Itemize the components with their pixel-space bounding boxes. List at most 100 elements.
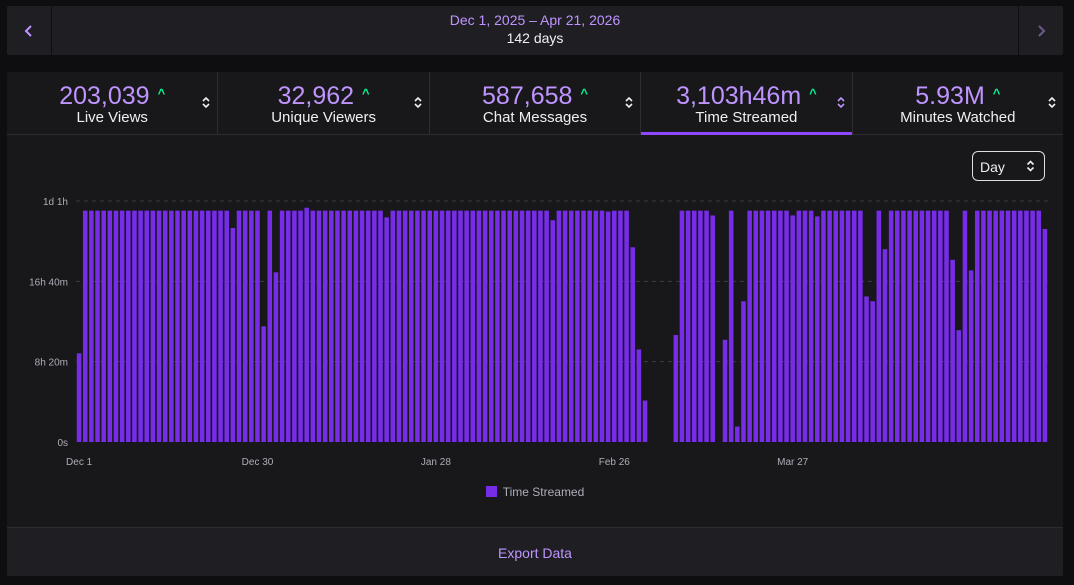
bar[interactable]: [858, 210, 863, 442]
bar[interactable]: [605, 211, 611, 442]
bar[interactable]: [255, 210, 260, 442]
bar[interactable]: [919, 210, 925, 442]
bar[interactable]: [938, 210, 943, 442]
bar[interactable]: [384, 217, 389, 442]
bar[interactable]: [230, 227, 236, 442]
bar[interactable]: [747, 210, 752, 442]
bar[interactable]: [439, 210, 445, 442]
bar[interactable]: [285, 210, 291, 442]
bar[interactable]: [691, 210, 697, 442]
bar[interactable]: [175, 210, 180, 442]
bar[interactable]: [390, 210, 396, 442]
bar[interactable]: [784, 210, 789, 442]
bar[interactable]: [845, 210, 851, 442]
bar[interactable]: [224, 210, 229, 442]
bar[interactable]: [741, 301, 746, 442]
stat-minutes-watched[interactable]: 5.93M ^ Minutes Watched: [853, 72, 1063, 134]
bar[interactable]: [544, 210, 549, 442]
prev-period-button[interactable]: [7, 6, 52, 55]
bar[interactable]: [335, 210, 340, 442]
bar[interactable]: [821, 210, 826, 442]
bar[interactable]: [753, 210, 759, 442]
bar[interactable]: [562, 210, 568, 442]
bar[interactable]: [624, 210, 629, 442]
bar[interactable]: [372, 210, 377, 442]
bar[interactable]: [851, 210, 857, 442]
bar[interactable]: [150, 210, 156, 442]
bar[interactable]: [329, 210, 334, 442]
bar[interactable]: [1011, 210, 1017, 442]
bar[interactable]: [839, 210, 845, 442]
bar[interactable]: [907, 210, 912, 442]
bar[interactable]: [267, 210, 273, 442]
bar[interactable]: [981, 210, 986, 442]
bar[interactable]: [298, 210, 303, 442]
bar[interactable]: [409, 210, 414, 442]
bar[interactable]: [249, 210, 254, 442]
bar[interactable]: [445, 210, 451, 442]
bar[interactable]: [132, 210, 137, 442]
bar[interactable]: [452, 210, 457, 442]
bar[interactable]: [169, 210, 174, 442]
bar[interactable]: [575, 210, 580, 442]
bar[interactable]: [353, 210, 359, 442]
bar[interactable]: [495, 210, 500, 442]
bar[interactable]: [944, 210, 949, 442]
bar[interactable]: [199, 210, 205, 442]
bar[interactable]: [1030, 210, 1035, 442]
bar[interactable]: [218, 210, 223, 442]
bar[interactable]: [790, 215, 795, 442]
bar[interactable]: [962, 210, 968, 442]
sort-icon[interactable]: [837, 96, 845, 109]
bar[interactable]: [685, 210, 691, 442]
bar[interactable]: [999, 210, 1005, 442]
bar[interactable]: [771, 210, 777, 442]
sort-icon[interactable]: [202, 96, 210, 109]
bar[interactable]: [181, 210, 186, 442]
bar[interactable]: [107, 210, 113, 442]
chart-legend[interactable]: Time Streamed: [7, 485, 1063, 499]
bar[interactable]: [593, 210, 599, 442]
bar[interactable]: [261, 326, 266, 442]
sort-icon[interactable]: [625, 96, 633, 109]
bar[interactable]: [550, 220, 556, 442]
bar[interactable]: [728, 210, 734, 442]
bar[interactable]: [101, 210, 106, 442]
bar[interactable]: [488, 210, 494, 442]
bar[interactable]: [901, 210, 906, 442]
bar[interactable]: [556, 210, 562, 442]
bar[interactable]: [895, 210, 900, 442]
bar[interactable]: [525, 210, 531, 442]
bar[interactable]: [833, 210, 839, 442]
bar[interactable]: [630, 247, 636, 442]
bar[interactable]: [1024, 210, 1029, 442]
bar[interactable]: [888, 210, 894, 442]
bar[interactable]: [427, 210, 433, 442]
bar[interactable]: [925, 210, 931, 442]
bar[interactable]: [1036, 210, 1042, 442]
bar[interactable]: [864, 296, 869, 442]
bar[interactable]: [876, 210, 882, 442]
bar[interactable]: [119, 210, 125, 442]
bar[interactable]: [974, 210, 980, 442]
bar[interactable]: [704, 210, 709, 442]
bar[interactable]: [162, 210, 168, 442]
sort-icon[interactable]: [414, 96, 422, 109]
bar[interactable]: [808, 210, 814, 442]
bar[interactable]: [279, 210, 285, 442]
bar[interactable]: [113, 210, 119, 442]
next-period-button[interactable]: [1018, 6, 1063, 55]
bar[interactable]: [126, 210, 131, 442]
bar[interactable]: [587, 210, 592, 442]
bar[interactable]: [1042, 228, 1048, 442]
bar[interactable]: [273, 272, 279, 442]
bar[interactable]: [304, 207, 309, 442]
bar[interactable]: [89, 210, 94, 442]
bar[interactable]: [82, 210, 88, 442]
bar[interactable]: [759, 210, 765, 442]
bar[interactable]: [415, 210, 420, 442]
bar[interactable]: [359, 210, 365, 442]
bar[interactable]: [698, 210, 703, 442]
bar[interactable]: [402, 210, 408, 442]
bar[interactable]: [501, 210, 506, 442]
